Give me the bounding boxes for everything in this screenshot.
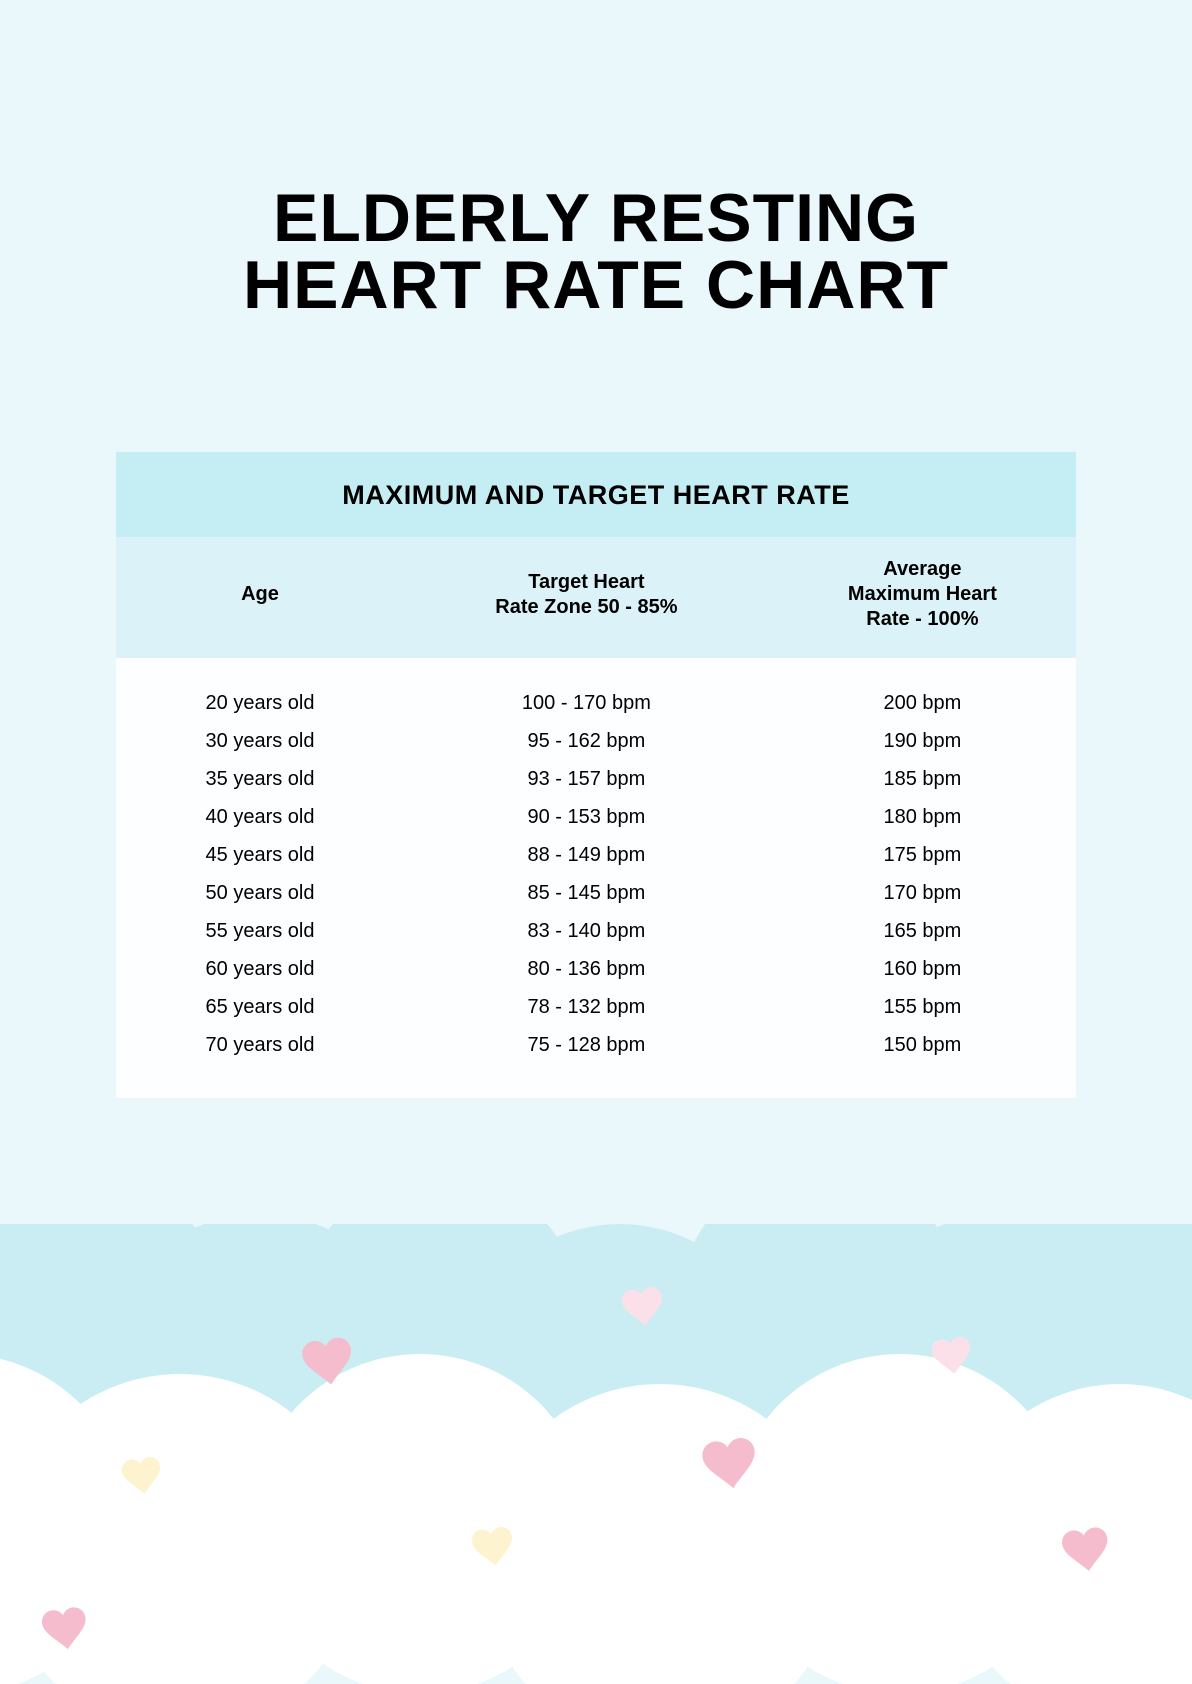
table-row: 55 years old83 - 140 bpm165 bpm xyxy=(116,912,1076,950)
table-cell: 30 years old xyxy=(116,730,404,753)
page: ELDERLY RESTING HEART RATE CHART MAXIMUM… xyxy=(0,0,1192,1684)
heart-icon xyxy=(296,1330,359,1393)
table-cell: 75 - 128 bpm xyxy=(404,1034,769,1057)
table-cell: 165 bpm xyxy=(769,920,1076,943)
table-cell: 45 years old xyxy=(116,844,404,867)
table-cell: 200 bpm xyxy=(769,692,1076,715)
table-column-header: Age xyxy=(116,582,404,607)
table-cell: 50 years old xyxy=(116,882,404,905)
heart-icon xyxy=(1057,1521,1116,1580)
table-column-header: Target HeartRate Zone 50 - 85% xyxy=(404,570,769,620)
title-line-2: HEART RATE CHART xyxy=(243,247,949,323)
table-cell: 83 - 140 bpm xyxy=(404,920,769,943)
table-body: 20 years old100 - 170 bpm200 bpm30 years… xyxy=(116,658,1076,1098)
table-cell: 90 - 153 bpm xyxy=(404,806,769,829)
table-cell: 180 bpm xyxy=(769,806,1076,829)
table-row: 65 years old78 - 132 bpm155 bpm xyxy=(116,988,1076,1026)
table-row: 40 years old90 - 153 bpm180 bpm xyxy=(116,798,1076,836)
page-title: ELDERLY RESTING HEART RATE CHART xyxy=(0,185,1192,318)
table-cell: 95 - 162 bpm xyxy=(404,730,769,753)
table-column-header: AverageMaximum HeartRate - 100% xyxy=(769,557,1076,632)
table-cell: 93 - 157 bpm xyxy=(404,768,769,791)
table-row: 70 years old75 - 128 bpm150 bpm xyxy=(116,1026,1076,1064)
table-cell: 20 years old xyxy=(116,692,404,715)
table-cell: 78 - 132 bpm xyxy=(404,996,769,1019)
table-row: 20 years old100 - 170 bpm200 bpm xyxy=(116,684,1076,722)
table-header-row: AgeTarget HeartRate Zone 50 - 85%Average… xyxy=(116,537,1076,658)
table-row: 30 years old95 - 162 bpm190 bpm xyxy=(116,722,1076,760)
table-title: MAXIMUM AND TARGET HEART RATE xyxy=(116,452,1076,537)
table-row: 45 years old88 - 149 bpm175 bpm xyxy=(116,836,1076,874)
table-cell: 60 years old xyxy=(116,958,404,981)
table-cell: 155 bpm xyxy=(769,996,1076,1019)
table-cell: 65 years old xyxy=(116,996,404,1019)
table-row: 60 years old80 - 136 bpm160 bpm xyxy=(116,950,1076,988)
table-cell: 40 years old xyxy=(116,806,404,829)
table-cell: 185 bpm xyxy=(769,768,1076,791)
heart-icon xyxy=(927,1331,977,1381)
heart-rate-table: MAXIMUM AND TARGET HEART RATE AgeTarget … xyxy=(116,452,1076,1098)
table-cell: 85 - 145 bpm xyxy=(404,882,769,905)
table-cell: 160 bpm xyxy=(769,958,1076,981)
title-line-1: ELDERLY RESTING xyxy=(273,180,919,256)
heart-icon xyxy=(467,1521,519,1573)
heart-icon xyxy=(696,1430,764,1498)
table-row: 35 years old93 - 157 bpm185 bpm xyxy=(116,760,1076,798)
table-cell: 170 bpm xyxy=(769,882,1076,905)
heart-icon xyxy=(617,1281,669,1333)
table-cell: 70 years old xyxy=(116,1034,404,1057)
table-cell: 190 bpm xyxy=(769,730,1076,753)
table-cell: 150 bpm xyxy=(769,1034,1076,1057)
table-cell: 175 bpm xyxy=(769,844,1076,867)
heart-icon xyxy=(37,1601,93,1657)
table-cell: 100 - 170 bpm xyxy=(404,692,769,715)
table-cell: 80 - 136 bpm xyxy=(404,958,769,981)
table-cell: 88 - 149 bpm xyxy=(404,844,769,867)
table-cell: 35 years old xyxy=(116,768,404,791)
decorative-footer xyxy=(0,1224,1192,1684)
table-row: 50 years old85 - 145 bpm170 bpm xyxy=(116,874,1076,912)
table-cell: 55 years old xyxy=(116,920,404,943)
heart-icon xyxy=(117,1451,167,1501)
